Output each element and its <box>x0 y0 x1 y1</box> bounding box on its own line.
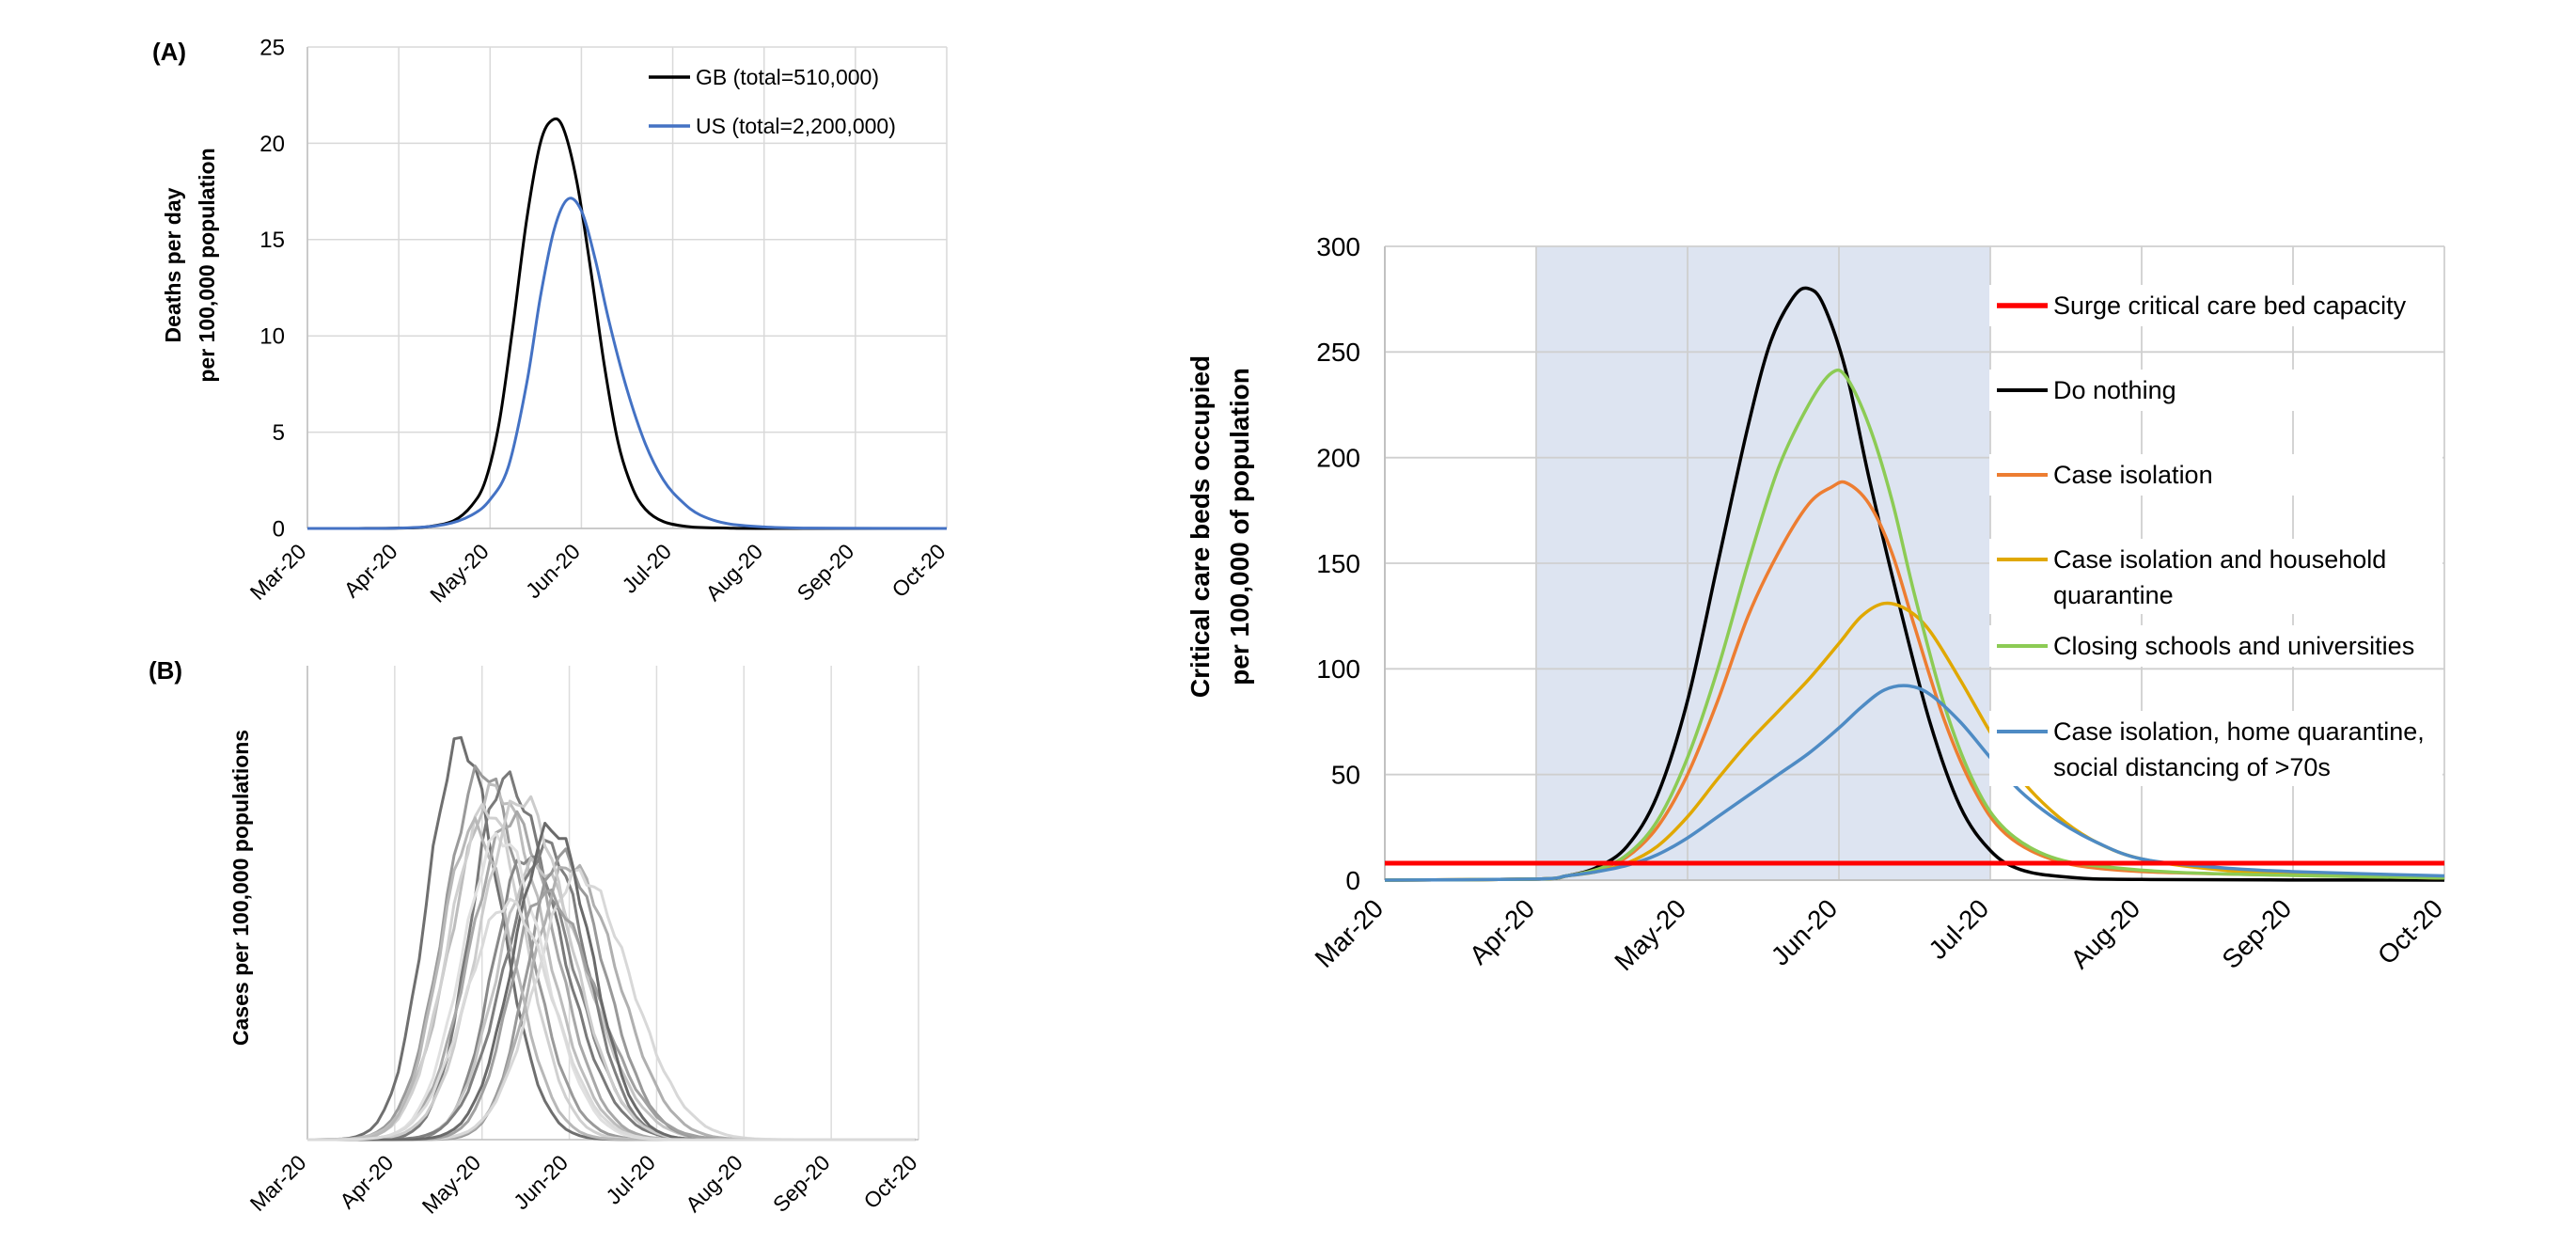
legend-label: GB (total=510,000) <box>696 65 879 89</box>
x-tick-label: Sep-20 <box>793 539 859 606</box>
legend-background <box>1989 711 2442 786</box>
y-tick-label: 15 <box>259 228 285 253</box>
case-curve <box>307 897 916 1142</box>
x-tick-label: Mar-20 <box>1310 893 1390 973</box>
x-tick-label: Jul-20 <box>617 539 676 598</box>
x-tick-label: Jun-20 <box>509 1150 573 1214</box>
legend-background <box>1989 285 2442 326</box>
legend-background <box>1989 454 2442 496</box>
x-tick-label: Aug-20 <box>681 1150 747 1217</box>
series-line <box>1384 368 2445 882</box>
y-tick-label: 10 <box>259 324 285 350</box>
case-curve <box>307 782 916 1142</box>
series-line <box>1384 684 2445 882</box>
x-tick-label: Mar-20 <box>245 539 311 605</box>
x-tick-label: Oct-20 <box>887 539 950 602</box>
legend-item: Case isolation <box>1989 454 2442 496</box>
legend-label: US (total=2,200,000) <box>696 114 896 138</box>
y-tick-label: 0 <box>273 516 285 542</box>
x-tick-label: Apr-20 <box>1464 893 1540 969</box>
legend-background <box>1989 625 2442 667</box>
x-tick-label: Oct-20 <box>2372 893 2448 969</box>
panel-a-y-label-line1: Deaths per day <box>161 187 185 342</box>
legend-item: Closing schools and universities <box>1989 625 2442 667</box>
case-curve <box>307 795 916 1142</box>
legend-label: Case isolation, home quarantine, <box>2053 717 2425 746</box>
y-tick-label: 200 <box>1316 443 1360 472</box>
panel-b-chart: (B) Cases per 100,000 populations Mar-20… <box>149 656 922 1219</box>
panel-b-y-label: Cases per 100,000 populations <box>228 730 253 1046</box>
series-line <box>306 197 948 530</box>
case-curve <box>307 822 916 1142</box>
panel-a-plot-area: 0 5 10 15 20 25 Mar-20 Apr-20 May-20 Jun-20 Jul-20… <box>245 35 950 606</box>
x-tick-label: May-20 <box>425 539 494 607</box>
x-tick-label: Aug-20 <box>2065 893 2145 974</box>
y-tick-label: 25 <box>259 35 285 60</box>
panel-c-y-label-line2: per 100,000 of population <box>1225 368 1254 685</box>
panel-a-chart: (A) Deaths per day per 100,000 populatio… <box>152 35 950 606</box>
panel-c-chart: Critical care beds occupied per 100,000 … <box>1186 232 2448 976</box>
x-tick-label: Oct-20 <box>858 1150 921 1213</box>
case-curve <box>307 868 916 1142</box>
legend-label: Closing schools and universities <box>2053 632 2414 660</box>
legend-background <box>1989 539 2442 614</box>
legend-label: Case isolation <box>2053 461 2213 489</box>
legend-background <box>1989 370 2442 411</box>
y-tick-label: 20 <box>259 132 285 157</box>
case-curve <box>307 810 916 1142</box>
case-curve <box>307 816 916 1142</box>
legend-item: Surge critical care bed capacity <box>1989 285 2442 326</box>
panel-a-y-label-line2: per 100,000 population <box>195 148 219 382</box>
y-tick-label: 300 <box>1316 232 1360 261</box>
panel-c-plot-area: 0 50 100 150 200 250 300 Mar-20 Apr-20 May-20 Jun-… <box>1310 232 2449 976</box>
legend-label: social distancing of >70s <box>2053 753 2331 781</box>
x-tick-label: Jun-20 <box>1766 893 1843 970</box>
legend-item: Case isolation and household quarantine <box>1989 539 2442 614</box>
legend-item: Do nothing <box>1989 370 2442 411</box>
series-line <box>1384 286 2445 882</box>
panel-a-label: (A) <box>152 38 186 66</box>
y-tick-label: 100 <box>1316 654 1360 684</box>
y-tick-label: 250 <box>1316 338 1360 367</box>
case-curve <box>307 803 916 1142</box>
panel-c-y-label-line1: Critical care beds occupied <box>1186 355 1215 698</box>
legend-label: Case isolation and household <box>2053 545 2386 574</box>
y-tick-label: 50 <box>1331 760 1360 789</box>
x-tick-label: Apr-20 <box>335 1150 398 1213</box>
x-tick-label: Apr-20 <box>338 539 401 602</box>
legend-label: Surge critical care bed capacity <box>2053 291 2407 320</box>
series-line <box>306 117 948 530</box>
x-tick-label: Jul-20 <box>1923 893 1994 965</box>
x-tick-label: Sep-20 <box>2216 893 2297 974</box>
y-tick-label: 5 <box>273 420 285 446</box>
panel-b-plot-area: Mar-20 Apr-20 May-20 Jun-20 Jul-20 Aug-20 Sep-… <box>245 666 922 1219</box>
y-tick-label: 0 <box>1345 866 1360 895</box>
y-tick-label: 150 <box>1316 549 1360 578</box>
x-tick-label: Mar-20 <box>245 1150 311 1216</box>
x-tick-label: May-20 <box>417 1150 486 1219</box>
x-tick-label: Jun-20 <box>521 539 585 603</box>
legend-label: quarantine <box>2053 581 2174 609</box>
x-tick-label: Jul-20 <box>601 1150 660 1209</box>
legend-item: Case isolation, home quarantine, social d… <box>1989 711 2442 786</box>
legend-label: Do nothing <box>2053 376 2176 404</box>
x-tick-label: Sep-20 <box>768 1150 835 1217</box>
panel-b-label: (B) <box>149 656 182 685</box>
x-tick-label: May-20 <box>1609 893 1691 976</box>
x-tick-label: Aug-20 <box>700 539 767 606</box>
